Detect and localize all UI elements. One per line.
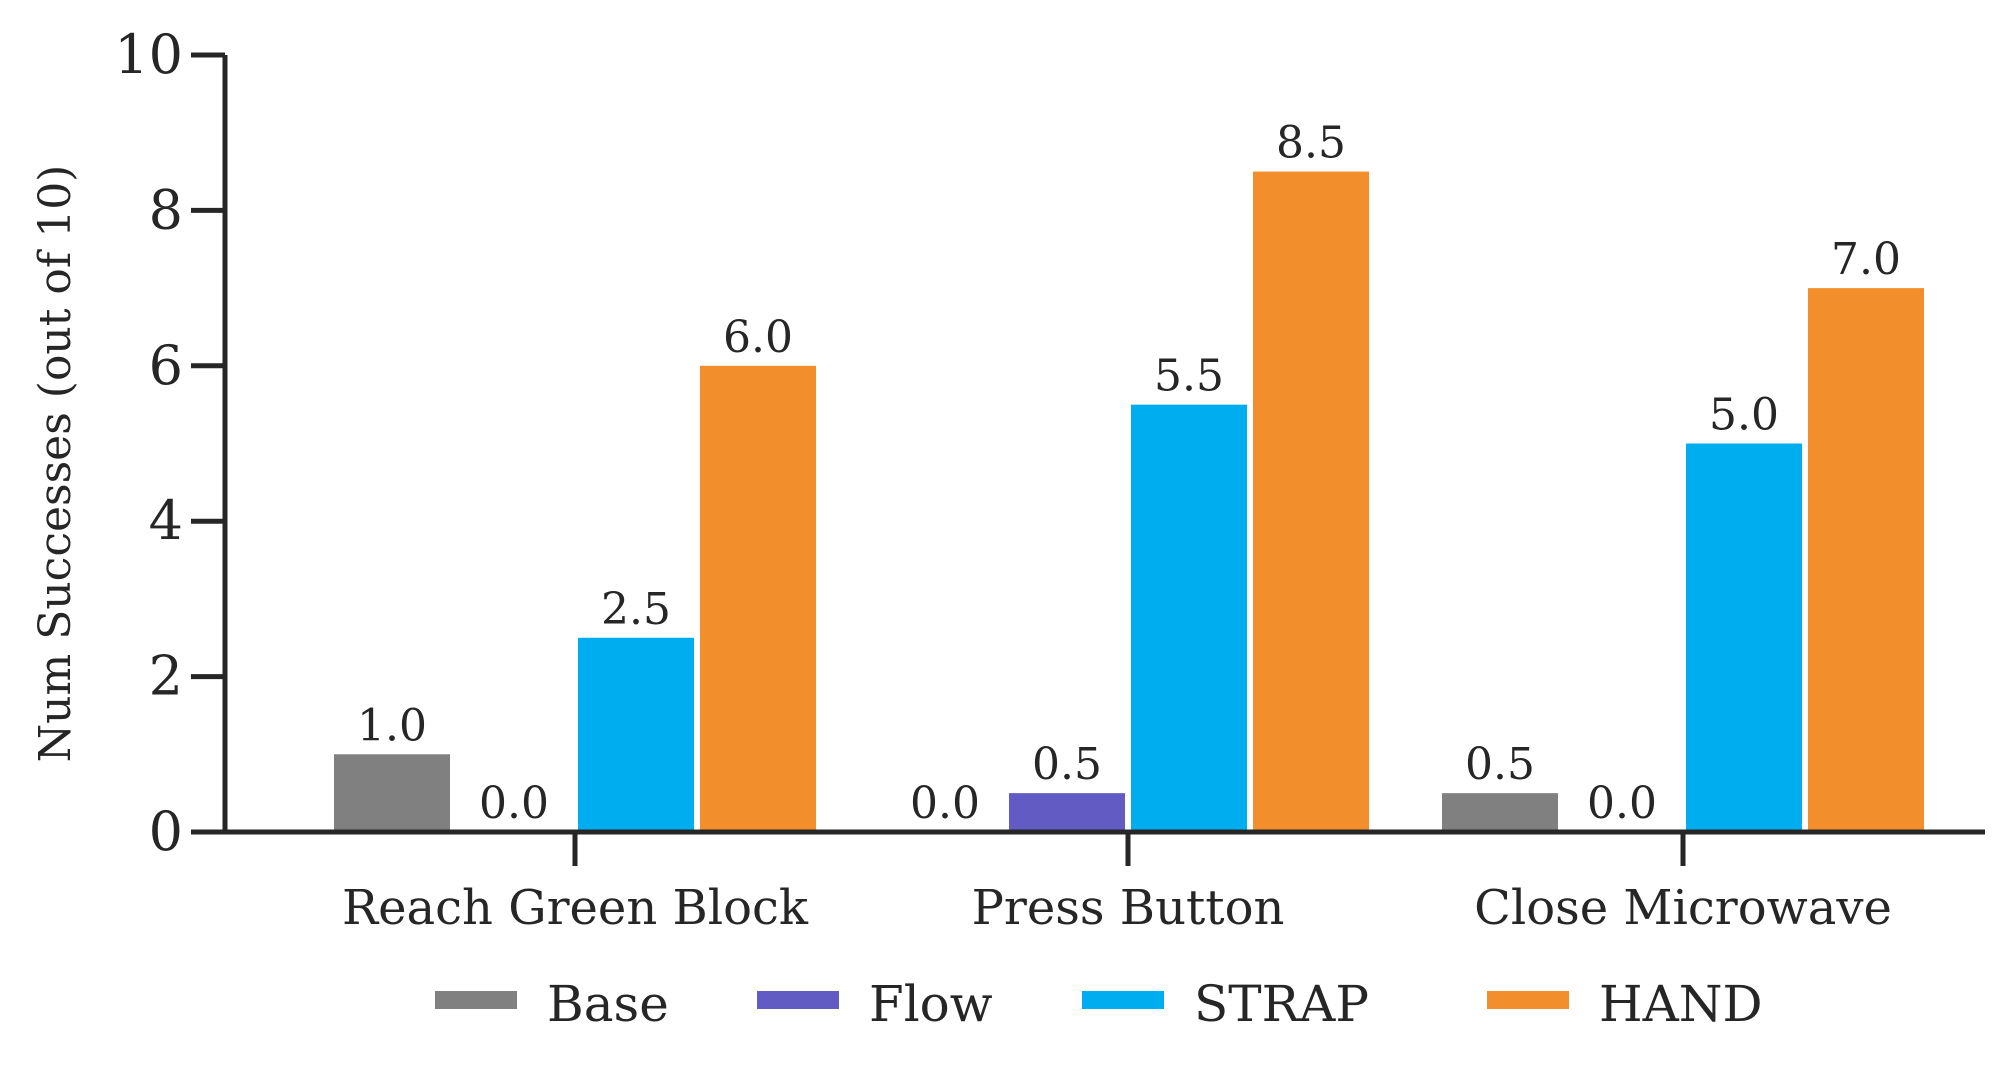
- legend-label-base: Base: [547, 975, 669, 1033]
- value-label-hand-close-microwave: 7.0: [1831, 234, 1901, 285]
- bar-strap-reach-green-block: [578, 637, 694, 832]
- legend-label-strap: STRAP: [1194, 975, 1369, 1033]
- y-tick-label: 10: [114, 23, 183, 86]
- value-label-base-press-button: 0.0: [910, 778, 980, 829]
- legend-swatch-base: [435, 991, 517, 1009]
- bar-strap-press-button: [1131, 404, 1247, 832]
- x-tick-label: Press Button: [972, 880, 1285, 936]
- legend-label-flow: Flow: [869, 975, 993, 1033]
- bar-hand-reach-green-block: [700, 365, 816, 832]
- bars-layer: [334, 171, 1924, 833]
- bar-hand-close-microwave: [1808, 288, 1924, 833]
- value-label-base-reach-green-block: 1.0: [357, 700, 427, 751]
- legend: Base Flow STRAP HAND: [435, 975, 1763, 1033]
- y-tick-label: 4: [149, 489, 183, 552]
- value-label-strap-close-microwave: 5.0: [1709, 390, 1779, 441]
- y-tick-label: 8: [149, 178, 183, 241]
- bar-base-close-microwave: [1442, 793, 1558, 832]
- y-tick-label: 2: [149, 645, 183, 708]
- y-tick-label: 0: [149, 800, 183, 863]
- y-axis-title: Num Successes (out of 10): [30, 165, 81, 763]
- value-label-hand-reach-green-block: 6.0: [723, 312, 793, 363]
- y-axis: 0 2 4 6 8 10: [114, 23, 228, 863]
- value-label-flow-reach-green-block: 0.0: [479, 778, 549, 829]
- legend-swatch-hand: [1487, 991, 1569, 1009]
- value-label-hand-press-button: 8.5: [1276, 118, 1346, 169]
- bar-hand-press-button: [1253, 171, 1369, 833]
- legend-label-hand: HAND: [1599, 975, 1763, 1033]
- value-label-base-close-microwave: 0.5: [1465, 739, 1535, 790]
- value-label-strap-press-button: 5.5: [1154, 351, 1224, 402]
- bar-strap-close-microwave: [1686, 443, 1802, 832]
- x-axis: Reach Green Block Press Button Close Micro…: [223, 829, 1985, 936]
- bar-flow-press-button: [1009, 793, 1125, 832]
- y-tick-label: 6: [149, 334, 183, 397]
- x-tick-label: Reach Green Block: [342, 880, 809, 936]
- legend-swatch-strap: [1082, 991, 1164, 1009]
- bar-base-reach-green-block: [334, 754, 450, 832]
- value-label-flow-close-microwave: 0.0: [1587, 778, 1657, 829]
- value-labels-layer: 1.0 0.0 2.5 6.0 0.0 0.5 5.5 8.5 0.5 0.0 5.0 7.0: [357, 118, 1901, 829]
- x-tick-label: Close Microwave: [1474, 880, 1892, 936]
- value-label-strap-reach-green-block: 2.5: [601, 584, 671, 635]
- legend-swatch-flow: [757, 991, 839, 1009]
- value-label-flow-press-button: 0.5: [1032, 739, 1102, 790]
